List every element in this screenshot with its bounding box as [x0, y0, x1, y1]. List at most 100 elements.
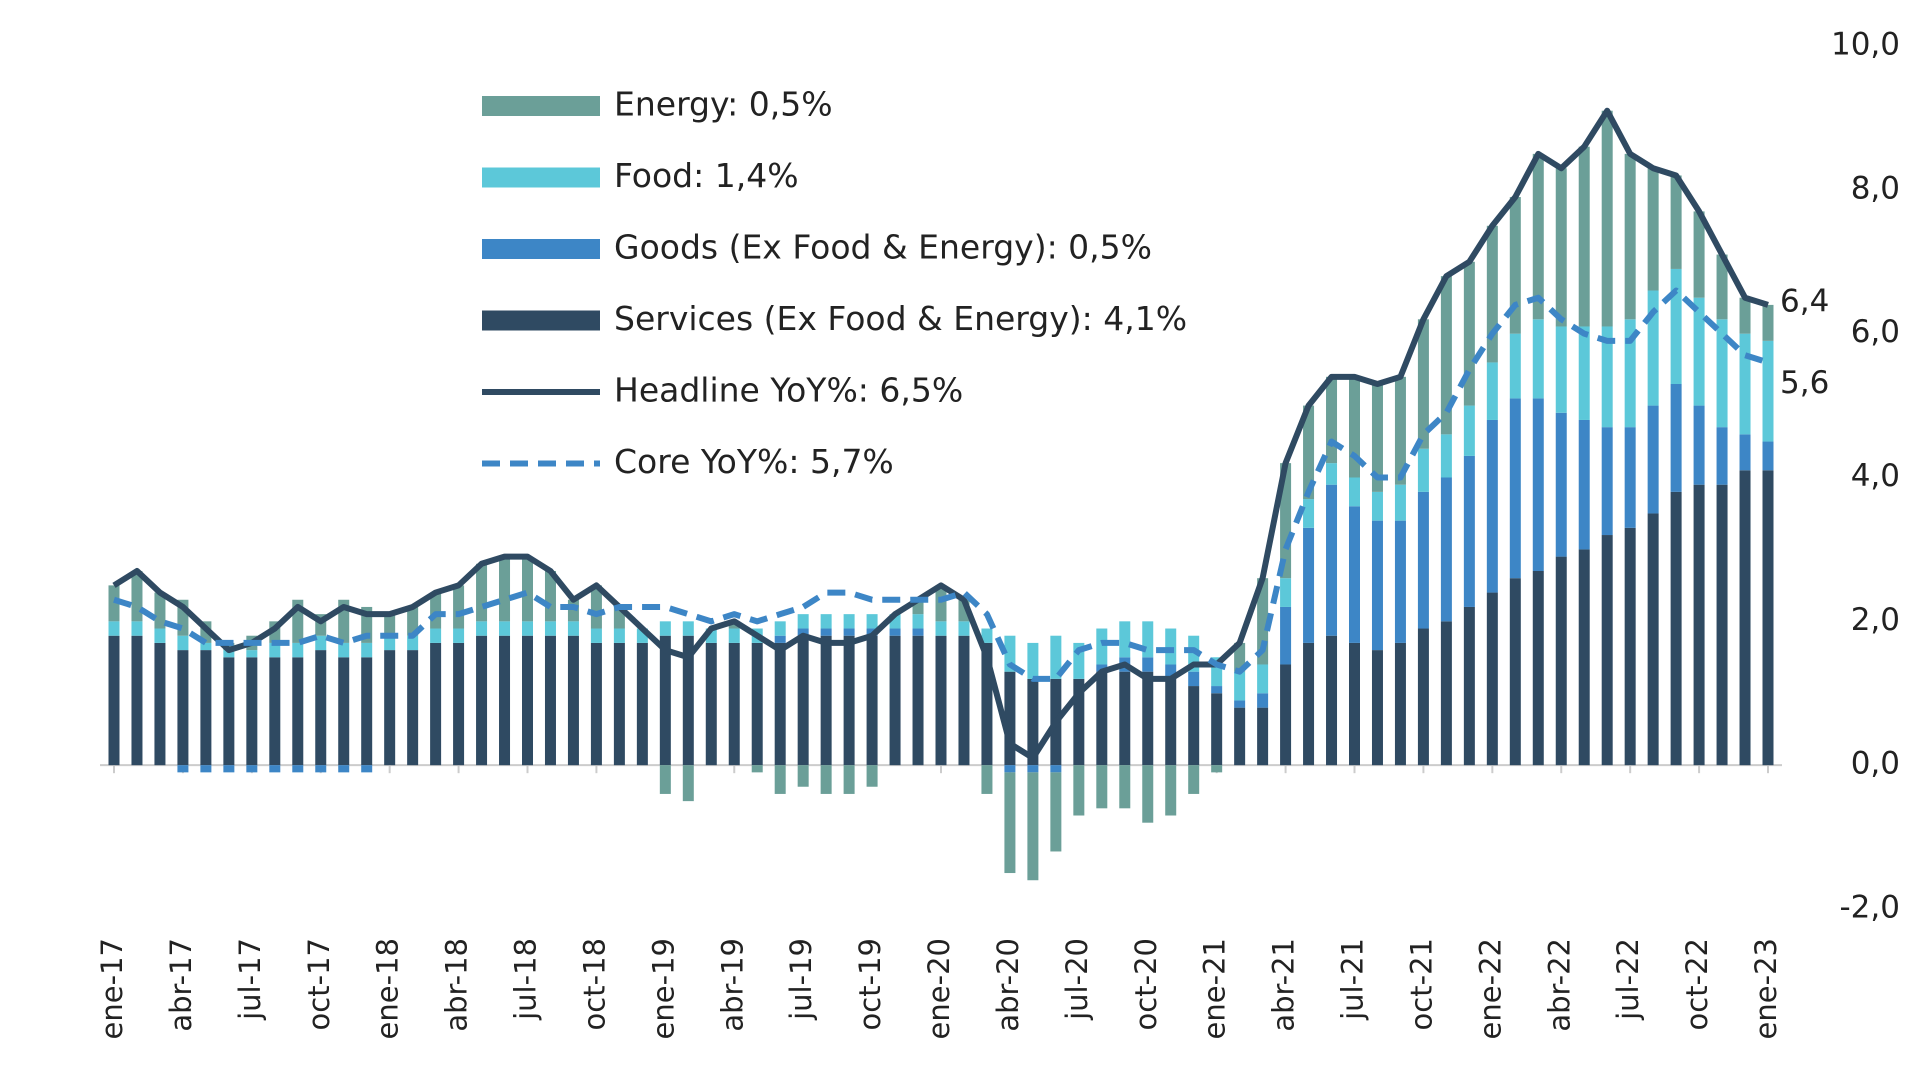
bar-segment	[544, 570, 556, 622]
legend-label: Services (Ex Food & Energy): 4,1%	[614, 299, 1187, 338]
bar-segment	[200, 765, 212, 773]
bar-segment	[797, 635, 809, 766]
bar-segment	[1165, 664, 1177, 679]
x-tick-label: ene-17	[95, 938, 129, 1039]
end-label: 6,4	[1780, 283, 1829, 319]
bar-segment	[522, 621, 533, 636]
bar-segment	[476, 621, 488, 636]
bar-segment	[1142, 765, 1154, 823]
bar-segment	[315, 614, 327, 636]
bar-segment	[430, 628, 442, 643]
bar-segment	[1349, 506, 1360, 643]
bar-segment	[866, 614, 878, 629]
bar-segment	[843, 628, 855, 636]
bar-segment	[1211, 686, 1223, 694]
bar-segment	[1257, 707, 1269, 766]
bar-segment	[682, 635, 694, 766]
bar-segment	[843, 635, 855, 766]
bar-segment	[1119, 765, 1131, 809]
line	[112, 107, 1769, 761]
bar-segment	[590, 585, 602, 629]
bar-segment	[1532, 570, 1544, 766]
bar-segment	[1234, 700, 1246, 708]
bar-segment	[889, 614, 901, 629]
bar-segment	[338, 765, 350, 773]
bar-segment	[269, 765, 281, 773]
bar-segment	[338, 599, 350, 643]
bar-segment	[843, 614, 855, 629]
bar-segment	[1670, 175, 1682, 269]
bar-segment	[1188, 765, 1200, 794]
legend-swatch	[482, 310, 600, 331]
bar-segment	[269, 657, 281, 766]
x-tick-label: jul-21	[1336, 938, 1370, 1021]
bar-segment	[1509, 578, 1521, 766]
bar-segment	[659, 621, 671, 636]
bar-segment	[1486, 592, 1498, 766]
bar-segment	[1004, 635, 1016, 672]
bar-segment	[912, 635, 924, 766]
bar-segment	[522, 556, 533, 622]
bar-segment	[177, 765, 189, 773]
bar-segment	[1096, 671, 1108, 766]
bar-segment	[1716, 319, 1728, 428]
bar-segment	[1716, 484, 1728, 766]
bar-segment	[361, 765, 373, 773]
bar-segment	[223, 657, 235, 766]
bar-segment	[1486, 362, 1498, 420]
bar-segment	[1303, 642, 1315, 766]
bar-segment	[1417, 448, 1429, 492]
bar-segment	[384, 635, 396, 651]
bar-segment	[843, 765, 855, 794]
bar-segment	[476, 635, 488, 766]
bar-segment	[407, 606, 419, 636]
bar-segment	[1280, 606, 1292, 665]
bar-segment	[705, 642, 717, 766]
x-tick-label: abr-20	[991, 938, 1025, 1032]
bar-segment	[1073, 765, 1085, 816]
bar-segment	[1326, 484, 1338, 636]
bar-segment	[751, 642, 763, 766]
x-tick-label: oct-20	[1129, 938, 1163, 1030]
bar-segment	[177, 635, 189, 651]
x-tick-label: oct-19	[853, 938, 887, 1030]
bar-segment	[1693, 211, 1705, 298]
bar-segment	[1555, 168, 1567, 327]
x-tick-label: abr-17	[164, 938, 198, 1032]
bar-segment	[292, 599, 304, 643]
bar-segment	[1234, 707, 1246, 766]
bar-segment	[1440, 621, 1452, 766]
bar-segment	[292, 765, 304, 773]
x-tick-label: ene-20	[922, 938, 956, 1039]
y-tick-label: 2,0	[1851, 602, 1900, 638]
bar-segment	[797, 765, 809, 787]
bar-segment	[200, 642, 212, 651]
bar-segment	[1739, 434, 1751, 471]
bar-segment	[1234, 642, 1246, 672]
bar-segment	[1647, 405, 1659, 514]
bar-segment	[1371, 384, 1383, 492]
bar-segment	[499, 556, 511, 622]
bar-segment	[728, 642, 740, 766]
bar-segment	[1004, 765, 1016, 773]
bar-segment	[1624, 153, 1636, 320]
bar-segment	[1463, 606, 1475, 766]
bar-segment	[1119, 671, 1131, 766]
bar-segment	[108, 621, 120, 636]
y-tick-label: 4,0	[1851, 458, 1900, 494]
bar-segment	[1349, 376, 1360, 478]
legend-label: Core YoY%: 5,7%	[614, 442, 894, 481]
y-tick-label: 10,0	[1831, 27, 1900, 63]
bar-segment	[1073, 678, 1085, 766]
legend-label: Energy: 0,5%	[614, 85, 833, 124]
bar-segment	[981, 628, 993, 643]
bar-segment	[659, 635, 671, 766]
bar-segment	[774, 635, 786, 643]
bar-segment	[1532, 398, 1544, 571]
bar-segment	[1762, 441, 1774, 471]
bar-segment	[1578, 146, 1590, 327]
bar-segment	[1555, 326, 1567, 413]
bar-segment	[1440, 276, 1452, 435]
bar-segment	[1257, 664, 1269, 694]
